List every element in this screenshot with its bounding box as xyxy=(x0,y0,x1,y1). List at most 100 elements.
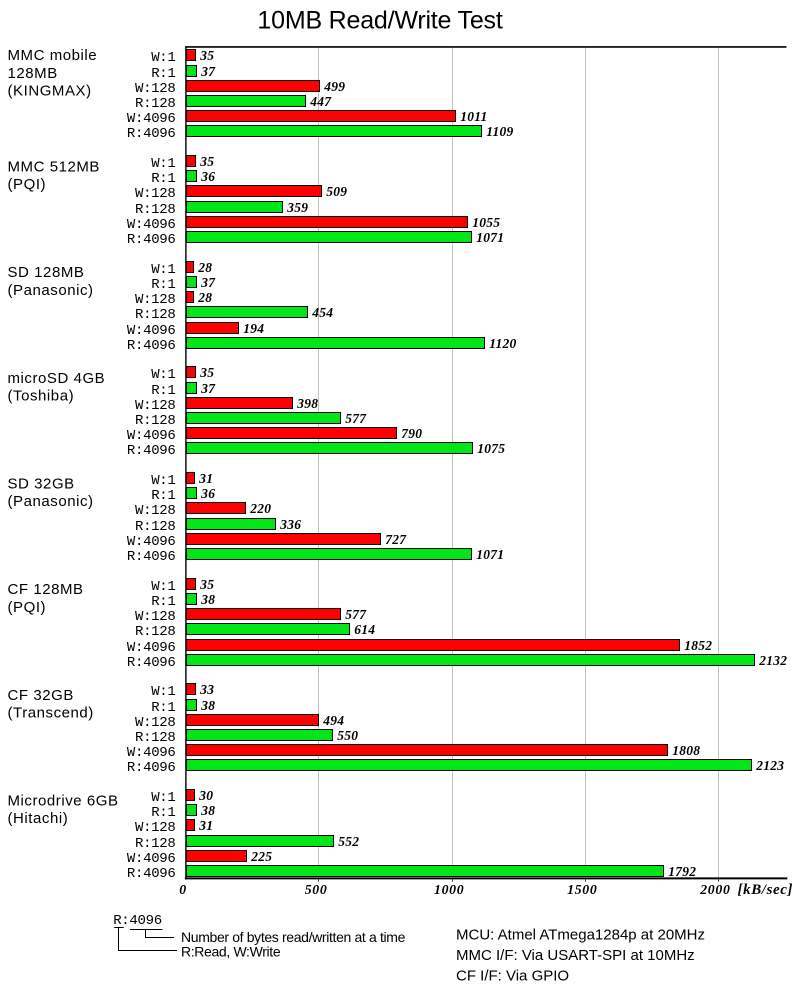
svg-text:225: 225 xyxy=(250,849,272,864)
svg-text:W:1: W:1 xyxy=(151,473,175,489)
svg-text:36: 36 xyxy=(200,169,215,184)
svg-text:(Panasonic): (Panasonic) xyxy=(8,493,94,510)
svg-text:10MB Read/Write Test: 10MB Read/Write Test xyxy=(257,6,502,34)
svg-text:0: 0 xyxy=(179,882,187,897)
svg-text:W:128: W:128 xyxy=(135,820,176,836)
svg-text:R:4096: R:4096 xyxy=(127,443,176,459)
svg-text:R:1: R:1 xyxy=(151,488,175,504)
svg-text:552: 552 xyxy=(338,834,359,849)
svg-text:Microdrive 6GB: Microdrive 6GB xyxy=(8,793,119,810)
svg-text:R:128: R:128 xyxy=(135,519,176,535)
svg-text:W:1: W:1 xyxy=(151,684,175,700)
svg-text:W:128: W:128 xyxy=(135,292,176,308)
svg-text:R:4096: R:4096 xyxy=(127,655,176,671)
svg-text:128MB: 128MB xyxy=(8,65,58,82)
svg-text:R:1: R:1 xyxy=(151,383,175,399)
svg-text:R:4096: R:4096 xyxy=(127,232,176,248)
svg-text:R:4096: R:4096 xyxy=(127,760,176,776)
svg-text:1071: 1071 xyxy=(476,547,504,562)
svg-text:1011: 1011 xyxy=(460,109,487,124)
svg-text:727: 727 xyxy=(385,532,407,547)
svg-text:38: 38 xyxy=(200,803,215,818)
svg-text:R:128: R:128 xyxy=(135,730,176,746)
svg-text:R:4096: R:4096 xyxy=(127,549,176,565)
svg-text:28: 28 xyxy=(197,260,212,275)
svg-text:(PQI): (PQI) xyxy=(8,176,47,193)
svg-text:1120: 1120 xyxy=(489,336,516,351)
svg-text:R:128: R:128 xyxy=(135,307,176,323)
svg-text:1000: 1000 xyxy=(434,882,464,897)
svg-text:1071: 1071 xyxy=(476,230,504,245)
svg-text:(Transcend): (Transcend) xyxy=(8,705,94,722)
svg-text:R:Read, W:Write: R:Read, W:Write xyxy=(181,944,281,960)
svg-text:W:4096: W:4096 xyxy=(127,323,176,339)
svg-text:577: 577 xyxy=(345,607,367,622)
svg-text:500: 500 xyxy=(305,882,328,897)
svg-text:1075: 1075 xyxy=(477,441,505,456)
svg-text:R:128: R:128 xyxy=(135,624,176,640)
svg-text:R:1: R:1 xyxy=(151,594,175,610)
svg-text:R:4096: R:4096 xyxy=(127,866,176,882)
svg-text:(PQI): (PQI) xyxy=(8,599,47,616)
svg-text:577: 577 xyxy=(345,411,367,426)
svg-text:R:128: R:128 xyxy=(135,836,176,852)
svg-text:38: 38 xyxy=(200,698,215,713)
svg-text:35: 35 xyxy=(199,577,214,592)
svg-text:R:1: R:1 xyxy=(151,66,175,82)
svg-text:2000: 2000 xyxy=(699,882,730,897)
svg-text:1055: 1055 xyxy=(472,215,500,230)
svg-text:28: 28 xyxy=(197,290,212,305)
svg-text:1500: 1500 xyxy=(567,882,597,897)
svg-text:499: 499 xyxy=(323,79,345,94)
svg-text:R:1: R:1 xyxy=(151,700,175,716)
svg-text:(Panasonic): (Panasonic) xyxy=(8,282,94,299)
svg-text:1808: 1808 xyxy=(672,743,700,758)
svg-text:W:4096: W:4096 xyxy=(127,745,176,761)
svg-text:W:128: W:128 xyxy=(135,186,176,202)
svg-text:R:1: R:1 xyxy=(151,171,175,187)
svg-text:35: 35 xyxy=(199,48,214,63)
svg-text:35: 35 xyxy=(199,365,214,380)
svg-text:SD 128MB: SD 128MB xyxy=(8,264,85,281)
svg-text:2132: 2132 xyxy=(758,653,787,668)
svg-text:R:4096: R:4096 xyxy=(127,338,176,354)
svg-text:454: 454 xyxy=(311,305,333,320)
svg-text:398: 398 xyxy=(296,396,318,411)
svg-text:37: 37 xyxy=(200,64,216,79)
svg-text:W:1: W:1 xyxy=(151,50,175,66)
svg-text:W:4096: W:4096 xyxy=(127,534,176,550)
svg-text:R:128: R:128 xyxy=(135,413,176,429)
svg-text:550: 550 xyxy=(337,728,358,743)
svg-text:MMC 512MB: MMC 512MB xyxy=(8,159,100,176)
svg-text:Number of bytes read/written a: Number of bytes read/written at a time xyxy=(181,929,406,945)
svg-text:1792: 1792 xyxy=(668,864,696,879)
svg-text:494: 494 xyxy=(322,713,344,728)
svg-text:R:4096: R:4096 xyxy=(127,126,176,142)
svg-text:(Toshiba): (Toshiba) xyxy=(8,387,75,404)
svg-text:37: 37 xyxy=(200,275,216,290)
svg-text:1852: 1852 xyxy=(684,638,712,653)
svg-text:31: 31 xyxy=(198,818,213,833)
svg-text:W:128: W:128 xyxy=(135,715,176,731)
svg-text:359: 359 xyxy=(286,200,308,215)
svg-text:W:1: W:1 xyxy=(151,262,175,278)
svg-text:1109: 1109 xyxy=(486,124,513,139)
svg-text:(KINGMAX): (KINGMAX) xyxy=(8,82,92,99)
svg-text:R:4096: R:4096 xyxy=(113,913,162,929)
svg-text:447: 447 xyxy=(309,94,332,109)
svg-text:W:4096: W:4096 xyxy=(127,640,176,656)
svg-text:MCU: Atmel ATmega1284p at 20MH: MCU: Atmel ATmega1284p at 20MHz xyxy=(456,927,705,944)
svg-text:36: 36 xyxy=(200,486,215,501)
svg-text:35: 35 xyxy=(199,154,214,169)
svg-text:W:128: W:128 xyxy=(135,81,176,97)
svg-text:R:128: R:128 xyxy=(135,202,176,218)
svg-text:790: 790 xyxy=(401,426,422,441)
svg-text:W:1: W:1 xyxy=(151,367,175,383)
svg-text:SD 32GB: SD 32GB xyxy=(8,476,75,493)
svg-text:W:4096: W:4096 xyxy=(127,111,176,127)
svg-text:194: 194 xyxy=(243,321,264,336)
svg-text:31: 31 xyxy=(198,471,213,486)
svg-text:R:1: R:1 xyxy=(151,277,175,293)
svg-text:(Hitachi): (Hitachi) xyxy=(8,810,69,827)
svg-text:33: 33 xyxy=(199,682,214,697)
